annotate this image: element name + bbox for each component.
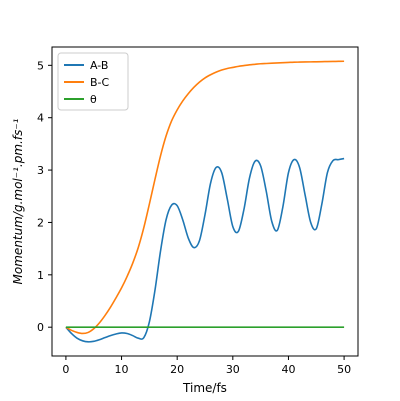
x-axis: 0 10 20 30 40 50 [62,356,351,376]
y-axis-label: Momentum/g.mol⁻¹.pm.fs⁻¹ [11,118,25,284]
plot-frame [51,46,359,357]
y-tick-label-0: 0 [37,321,44,334]
legend-label-2: θ [90,93,97,106]
y-tick-label-3: 3 [37,164,44,177]
legend: A-B B-C θ [57,52,129,111]
x-axis-label: Time/fs [182,381,227,395]
y-tick-label-1: 1 [37,269,44,282]
x-tick-label-2: 20 [170,363,184,376]
legend-label-0: A-B [90,59,108,72]
x-tick-label-3: 30 [226,363,240,376]
x-tick-label-4: 40 [281,363,295,376]
y-axis: 0 1 2 3 4 5 [37,59,52,334]
series-line-0 [65,157,345,343]
plot-series [65,60,345,343]
y-tick-label-2: 2 [37,216,44,229]
legend-box [57,52,129,111]
y-tick-label-5: 5 [37,59,44,72]
x-tick-label-1: 10 [115,363,129,376]
legend-label-1: B-C [90,76,110,89]
x-tick-label-0: 0 [62,363,69,376]
x-tick-label-5: 50 [337,363,351,376]
series-line-1 [65,60,345,335]
y-tick-label-4: 4 [37,112,44,125]
